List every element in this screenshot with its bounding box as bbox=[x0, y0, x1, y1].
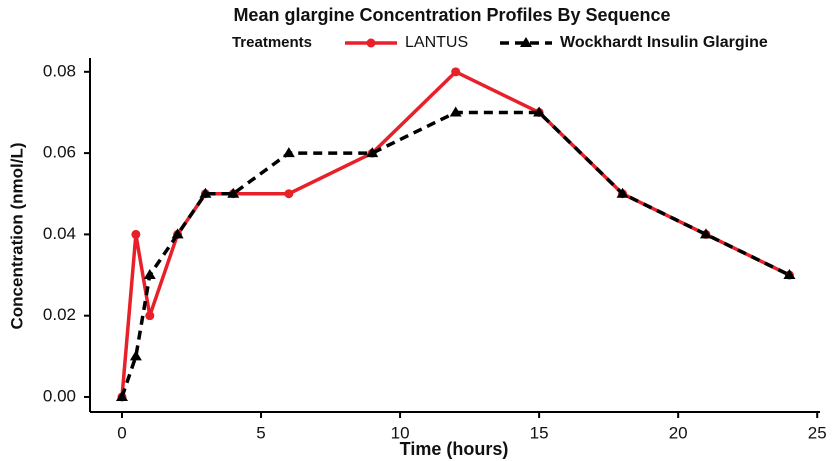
y-tick-label: 0.00 bbox=[43, 386, 76, 405]
x-tick-label: 5 bbox=[256, 423, 265, 442]
marker bbox=[449, 106, 462, 117]
marker bbox=[366, 38, 376, 48]
marker bbox=[520, 37, 532, 47]
x-tick-label: 20 bbox=[669, 423, 688, 442]
y-axis-title: Concentration (nmol/L) bbox=[7, 143, 26, 330]
marker bbox=[616, 187, 629, 198]
marker bbox=[366, 147, 379, 158]
x-axis-title: Time (hours) bbox=[400, 439, 509, 459]
legend-label: Wockhardt Insulin Glargine bbox=[560, 34, 768, 51]
y-tick-label: 0.04 bbox=[43, 224, 76, 243]
x-tick-label: 0 bbox=[117, 423, 126, 442]
x-tick-label: 10 bbox=[391, 423, 410, 442]
marker bbox=[129, 350, 142, 361]
marker bbox=[699, 228, 712, 239]
marker bbox=[131, 229, 141, 239]
series-line bbox=[120, 110, 791, 398]
marker bbox=[145, 311, 155, 321]
legend-label: LANTUS bbox=[405, 34, 468, 51]
marker bbox=[143, 269, 156, 280]
marker bbox=[115, 390, 128, 401]
marker bbox=[227, 187, 240, 198]
y-tick-label: 0.02 bbox=[43, 305, 76, 324]
marker bbox=[171, 228, 184, 239]
y-tick-label: 0.06 bbox=[43, 143, 76, 162]
marker bbox=[282, 147, 295, 158]
series-line bbox=[120, 69, 791, 398]
x-tick-label: 25 bbox=[808, 423, 827, 442]
marker bbox=[199, 187, 212, 198]
y-tick-label: 0.08 bbox=[43, 61, 76, 80]
marker bbox=[451, 67, 461, 77]
marker bbox=[783, 269, 796, 280]
marker bbox=[533, 106, 546, 117]
x-tick-label: 15 bbox=[530, 423, 549, 442]
marker bbox=[284, 189, 294, 199]
legend-title: Treatments bbox=[232, 34, 312, 51]
chart-title: Mean glargine Concentration Profiles By … bbox=[233, 5, 670, 25]
